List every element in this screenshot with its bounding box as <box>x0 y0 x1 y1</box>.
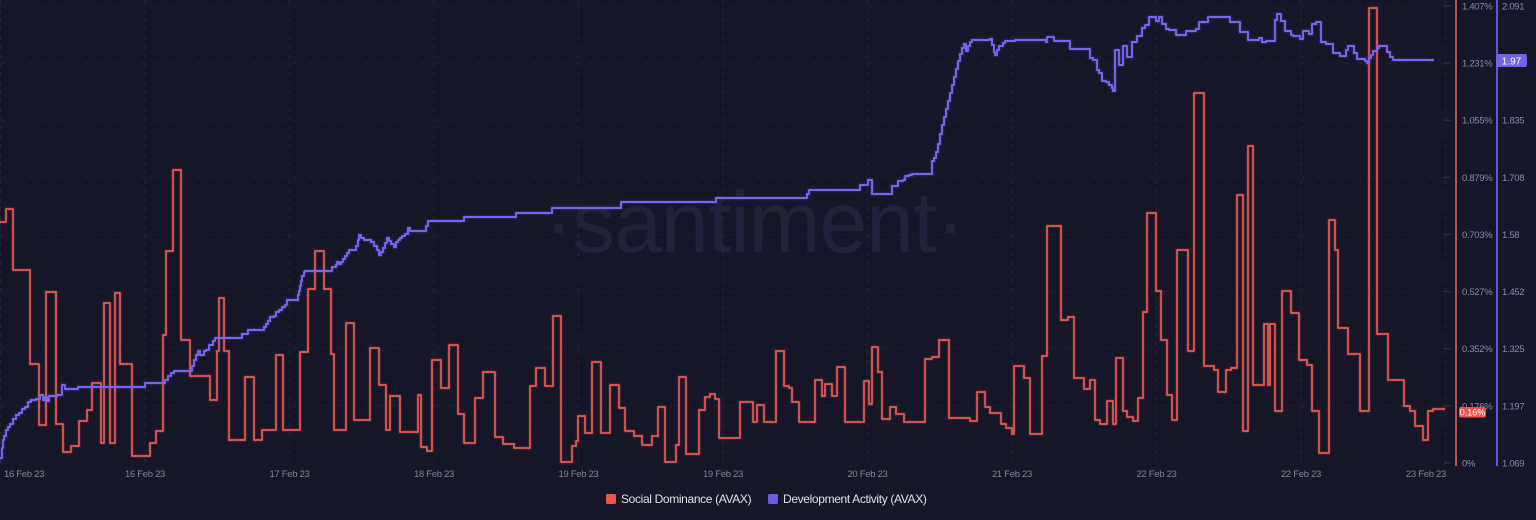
svg-text:20 Feb 23: 20 Feb 23 <box>847 469 887 480</box>
svg-text:·santiment·: ·santiment· <box>544 175 963 271</box>
svg-text:18 Feb 23: 18 Feb 23 <box>414 469 454 480</box>
svg-text:21 Feb 23: 21 Feb 23 <box>992 469 1032 480</box>
svg-text:0.176%: 0.176% <box>1462 401 1493 412</box>
svg-text:0.527%: 0.527% <box>1462 287 1493 298</box>
svg-text:0.879%: 0.879% <box>1462 173 1493 184</box>
svg-text:1.069: 1.069 <box>1502 459 1524 470</box>
svg-text:0.352%: 0.352% <box>1462 344 1493 355</box>
svg-text:22 Feb 23: 22 Feb 23 <box>1281 469 1321 480</box>
svg-text:19 Feb 23: 19 Feb 23 <box>558 469 598 480</box>
svg-text:19 Feb 23: 19 Feb 23 <box>703 469 743 480</box>
svg-text:1.97: 1.97 <box>1502 57 1522 68</box>
svg-text:Development Activity (AVAX): Development Activity (AVAX) <box>783 492 927 506</box>
svg-text:2.091: 2.091 <box>1502 2 1524 13</box>
svg-text:1.325: 1.325 <box>1502 344 1524 355</box>
svg-text:1.231%: 1.231% <box>1462 59 1493 70</box>
svg-text:17 Feb 23: 17 Feb 23 <box>269 469 309 480</box>
svg-text:23 Feb 23: 23 Feb 23 <box>1406 469 1446 480</box>
svg-text:1.58: 1.58 <box>1502 230 1519 241</box>
svg-text:1.835: 1.835 <box>1502 116 1524 127</box>
svg-text:1.055%: 1.055% <box>1462 116 1493 127</box>
svg-text:16 Feb 23: 16 Feb 23 <box>125 469 165 480</box>
svg-text:0.16%: 0.16% <box>1460 407 1486 417</box>
svg-text:1.407%: 1.407% <box>1462 2 1493 13</box>
svg-text:1.197: 1.197 <box>1502 401 1524 412</box>
svg-text:22 Feb 23: 22 Feb 23 <box>1136 469 1176 480</box>
svg-text:0.703%: 0.703% <box>1462 230 1493 241</box>
svg-text:1.452: 1.452 <box>1502 287 1524 298</box>
svg-text:1.708: 1.708 <box>1502 173 1524 184</box>
svg-text:0%: 0% <box>1462 459 1476 470</box>
svg-text:Social Dominance (AVAX): Social Dominance (AVAX) <box>621 492 752 506</box>
svg-text:16 Feb 23: 16 Feb 23 <box>4 469 44 480</box>
